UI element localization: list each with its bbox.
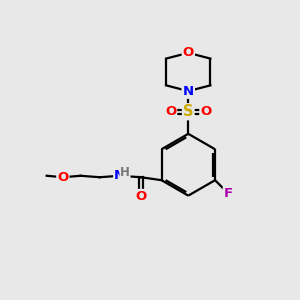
Text: O: O — [200, 105, 211, 118]
Text: H: H — [120, 166, 130, 179]
Text: S: S — [183, 104, 194, 119]
Text: O: O — [165, 105, 176, 118]
Text: N: N — [183, 85, 194, 98]
Text: O: O — [135, 190, 146, 203]
Text: F: F — [224, 187, 233, 200]
Text: N: N — [114, 169, 125, 182]
Text: O: O — [57, 171, 68, 184]
Text: N: N — [183, 85, 194, 98]
Text: O: O — [183, 46, 194, 59]
